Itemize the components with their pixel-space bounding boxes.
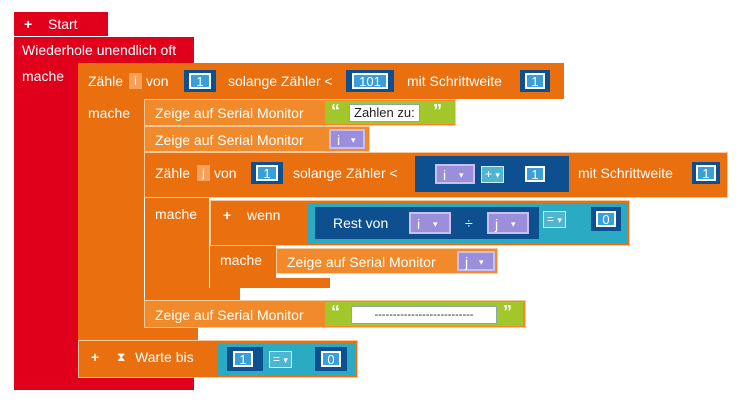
- outer-var-i[interactable]: i: [129, 73, 142, 89]
- inner-var-j[interactable]: j: [197, 165, 210, 181]
- outer-from-value[interactable]: 1: [189, 73, 211, 89]
- rest-of-block[interactable]: Rest von i ▾ ÷ j ▾: [315, 207, 539, 239]
- inner-expr-left[interactable]: i ▾: [435, 164, 475, 184]
- inner-expr-op[interactable]: + ▾: [481, 166, 504, 183]
- inner-while-label: solange Zähler <: [293, 165, 398, 181]
- outer-from-label: von: [146, 73, 169, 89]
- dropdown-icon[interactable]: ▾: [459, 170, 464, 180]
- rest-left-var[interactable]: i ▾: [409, 212, 451, 234]
- inner-count-label: Zähle: [155, 165, 191, 181]
- print-header-block[interactable]: Zeige auf Serial Monitor “ Zahlen zu: ”: [144, 99, 456, 126]
- print-j-block[interactable]: Zeige auf Serial Monitor j ▾: [276, 248, 498, 274]
- inner-from-value[interactable]: 1: [256, 165, 278, 181]
- wait-left-value[interactable]: 1: [233, 351, 253, 367]
- outer-loop-side: mache: [78, 99, 144, 341]
- if-cmp-value[interactable]: 0: [596, 211, 616, 227]
- outer-step-value[interactable]: 1: [525, 73, 545, 89]
- inner-expr-op-text: +: [485, 167, 493, 181]
- dropdown-icon[interactable]: ▾: [479, 257, 484, 267]
- start-block[interactable]: + Start: [14, 12, 108, 36]
- rest-right-var-name: j: [495, 216, 499, 232]
- inner-step-value[interactable]: 1: [696, 165, 716, 181]
- quote-open-icon: “: [331, 302, 340, 322]
- if-cmp-op-text: =: [547, 212, 555, 226]
- rest-left-var-name: i: [417, 216, 421, 232]
- outer-loop-bottom: [78, 328, 198, 340]
- dropdown-icon[interactable]: ▾: [557, 215, 562, 225]
- print-i-block[interactable]: Zeige auf Serial Monitor i ▾: [144, 126, 370, 152]
- inner-from-label: von: [214, 165, 237, 181]
- dropdown-icon[interactable]: ▾: [495, 170, 500, 180]
- forever-block[interactable]: Wiederhole unendlich oft: [14, 37, 194, 63]
- print-j-label: Zeige auf Serial Monitor: [287, 254, 436, 270]
- wait-left-slot[interactable]: 1: [227, 347, 263, 371]
- rest-of-label: Rest von: [333, 215, 389, 231]
- wait-op-text: =: [273, 352, 281, 366]
- if-condition-slot[interactable]: Rest von i ▾ ÷ j ▾ = ▾ 0: [307, 203, 627, 243]
- wait-op[interactable]: = ▾: [269, 351, 292, 368]
- outer-step-label: mit Schrittweite: [407, 73, 502, 89]
- wait-right-slot[interactable]: 0: [315, 347, 347, 371]
- dropdown-icon[interactable]: ▾: [351, 135, 356, 145]
- inner-expr-right-value[interactable]: 1: [525, 166, 545, 182]
- quote-open-icon: “: [331, 101, 340, 121]
- outer-step-slot[interactable]: 1: [520, 70, 550, 92]
- separator-text-field[interactable]: ---------------------------: [351, 306, 497, 324]
- if-plus-icon[interactable]: +: [223, 207, 232, 223]
- wait-plus-icon[interactable]: +: [91, 349, 100, 365]
- print-i-var-name: i: [337, 132, 341, 148]
- outer-to-value[interactable]: 101: [352, 73, 388, 89]
- quote-close-icon: ”: [433, 101, 442, 121]
- forever-label: Wiederhole unendlich oft: [22, 42, 177, 58]
- outer-loop-block[interactable]: Zähle i von 1 solange Zähler < 101 mit S…: [78, 63, 564, 99]
- if-bottom: [210, 278, 330, 288]
- if-do-label: mache: [220, 252, 263, 268]
- dropdown-icon[interactable]: ▾: [511, 219, 516, 229]
- text-slot-separator[interactable]: “ --------------------------- ”: [325, 302, 523, 326]
- inner-do-label: mache: [155, 206, 198, 222]
- print-i-label: Zeige auf Serial Monitor: [155, 132, 304, 148]
- wait-right-value[interactable]: 0: [321, 351, 341, 367]
- forever-do-label: mache: [22, 68, 65, 84]
- forever-bottom: [14, 378, 194, 390]
- inner-step-slot[interactable]: 1: [692, 162, 720, 184]
- rest-div-label: ÷: [465, 215, 473, 231]
- print-j-var[interactable]: j ▾: [457, 251, 495, 271]
- outer-count-label: Zähle: [88, 73, 124, 89]
- text-slot-header[interactable]: “ Zahlen zu: ”: [325, 101, 455, 124]
- inner-loop-block[interactable]: Zähle j von 1 solange Zähler < i ▾ + ▾ 1…: [144, 152, 728, 198]
- dropdown-icon[interactable]: ▾: [283, 355, 288, 365]
- inner-expr-slot[interactable]: i ▾ + ▾ 1: [415, 156, 569, 192]
- outer-do-label: mache: [88, 105, 131, 121]
- print-separator-label: Zeige auf Serial Monitor: [155, 307, 304, 323]
- inner-loop-bottom: [145, 288, 240, 300]
- header-text-field[interactable]: Zahlen zu:: [349, 104, 420, 122]
- wait-label: Warte bis: [135, 349, 194, 365]
- inner-expr-left-name: i: [443, 167, 447, 183]
- inner-expr-right-slot[interactable]: 1: [519, 162, 551, 186]
- if-label: wenn: [247, 207, 281, 223]
- dropdown-icon[interactable]: ▾: [433, 219, 438, 229]
- start-plus-icon[interactable]: +: [24, 16, 33, 32]
- outer-from-slot[interactable]: 1: [184, 70, 216, 92]
- if-block[interactable]: + wenn Rest von i ▾ ÷ j ▾ = ▾ 0: [210, 200, 630, 246]
- forever-side: mache: [14, 63, 78, 381]
- if-cmp-value-slot[interactable]: 0: [591, 207, 621, 231]
- inner-loop-side: mache: [145, 198, 209, 296]
- wait-condition-slot[interactable]: 1 = ▾ 0: [217, 343, 355, 375]
- inner-step-label: mit Schrittweite: [578, 165, 673, 181]
- inner-from-slot[interactable]: 1: [251, 162, 283, 184]
- start-label: Start: [48, 16, 78, 32]
- quote-close-icon: ”: [503, 302, 512, 322]
- wait-until-block[interactable]: + ⧗ Warte bis 1 = ▾ 0: [78, 340, 358, 378]
- print-i-var[interactable]: i ▾: [329, 129, 365, 149]
- print-j-var-name: j: [465, 254, 469, 270]
- print-header-label: Zeige auf Serial Monitor: [155, 105, 304, 121]
- rest-right-var[interactable]: j ▾: [487, 212, 529, 234]
- if-cmp-op[interactable]: = ▾: [543, 211, 566, 228]
- print-separator-block[interactable]: Zeige auf Serial Monitor “ -------------…: [144, 300, 526, 328]
- outer-to-slot[interactable]: 101: [346, 70, 394, 92]
- hourglass-icon: ⧗: [117, 350, 126, 364]
- outer-while-label: solange Zähler <: [228, 73, 333, 89]
